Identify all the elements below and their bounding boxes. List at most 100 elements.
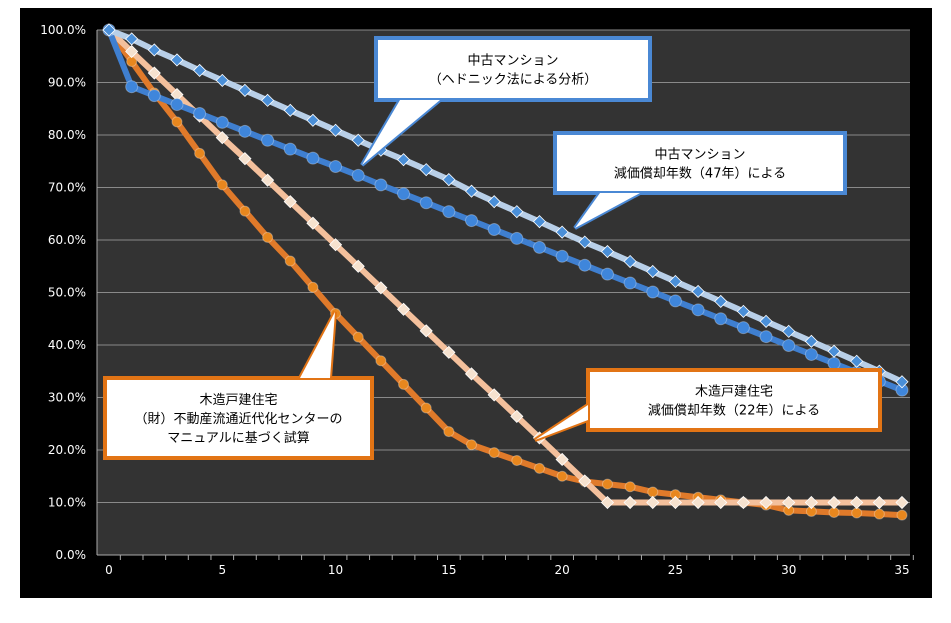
data-point-mansion_hedonic (736, 304, 750, 318)
data-point-mansion_hedonic (804, 334, 818, 348)
data-point-mansion_hedonic (419, 163, 433, 177)
data-point-mansion_47y (714, 312, 728, 326)
data-point-mansion_47y (374, 178, 388, 192)
callout-text: マニュアルに基づく試算 (167, 430, 310, 446)
data-point-wood_22y (782, 495, 796, 510)
data-point-mansion_hedonic (782, 324, 796, 338)
data-point-mansion_hedonic (850, 354, 864, 368)
data-point-mansion_hedonic (555, 225, 569, 239)
callout-text: 減価償却年数（47年）による (614, 166, 786, 182)
data-point-wood_22y (306, 216, 320, 230)
callout-box (103, 376, 374, 460)
data-point-mansion_47y (125, 80, 139, 94)
x-tick-label: 25 (668, 563, 683, 577)
data-point-wood_center (375, 355, 387, 367)
data-point-wood_22y (147, 66, 161, 80)
data-point-wood_22y (283, 195, 297, 209)
data-point-mansion_47y (827, 356, 841, 370)
data-point-wood_22y (600, 495, 615, 510)
callout-text: 木造戸建住宅 (199, 393, 277, 408)
data-point-wood_22y (487, 388, 501, 402)
data-point-mansion_hedonic (464, 184, 479, 198)
data-point-mansion_hedonic (442, 173, 456, 187)
data-point-mansion_47y (510, 231, 524, 245)
data-point-wood_center (556, 470, 568, 482)
data-point-mansion_hedonic (600, 244, 615, 259)
data-point-mansion_47y (261, 133, 275, 147)
callout-text: 木造戸建住宅 (695, 385, 773, 400)
data-point-wood_22y (736, 495, 750, 510)
data-point-mansion_47y (215, 115, 229, 129)
data-point-mansion_47y (804, 347, 818, 361)
data-point-wood_22y (555, 452, 569, 467)
data-point-wood_center (284, 255, 296, 267)
data-point-mansion_hedonic (238, 83, 252, 97)
x-tick-label: 10 (328, 563, 343, 577)
callout-box (586, 368, 882, 432)
data-point-wood_center (398, 378, 410, 390)
callout-pointer-fill (362, 100, 440, 165)
data-point-mansion_hedonic (691, 284, 705, 299)
data-point-wood_22y (464, 367, 479, 381)
data-point-wood_center (488, 447, 500, 459)
data-point-wood_22y (850, 495, 864, 510)
x-tick-label: 35 (894, 563, 909, 577)
data-point-mansion_47y (759, 330, 773, 344)
x-tick-label: 0 (105, 563, 113, 577)
data-point-mansion_hedonic (306, 113, 320, 127)
data-point-wood_22y (623, 495, 637, 510)
data-point-mansion_47y (646, 285, 660, 299)
callout-text: 減価償却年数（22年）による (648, 403, 820, 419)
y-tick-label: 50.0% (48, 286, 86, 300)
data-point-wood_22y (691, 495, 705, 510)
callout-pointer-fill (575, 193, 640, 228)
data-point-mansion_47y (782, 339, 796, 353)
data-point-mansion_hedonic (283, 103, 297, 117)
callout-text: 中古マンション (467, 54, 558, 69)
data-point-mansion_hedonic (351, 133, 365, 147)
data-point-wood_22y (419, 324, 433, 338)
data-point-wood_center (624, 481, 636, 493)
data-point-mansion_hedonic (329, 123, 343, 137)
data-point-wood_center (851, 507, 863, 519)
y-tick-label: 90.0% (48, 76, 86, 90)
data-point-wood_center (601, 478, 613, 490)
y-tick-label: 30.0% (48, 391, 86, 405)
data-point-wood_center (171, 116, 183, 128)
data-point-mansion_hedonic (578, 235, 592, 249)
data-point-wood_22y (668, 495, 682, 510)
data-point-mansion_47y (193, 106, 207, 120)
data-point-mansion_hedonic (510, 205, 524, 219)
data-point-wood_center (216, 179, 228, 191)
data-point-wood_22y (238, 152, 252, 166)
callout-text: 中古マンション (654, 148, 745, 163)
callout-mansion_hedonic: 中古マンション （ヘドニック法による分析） (360, 36, 652, 167)
data-point-wood_22y (646, 495, 660, 510)
data-point-mansion_47y (465, 214, 479, 228)
data-point-mansion_47y (736, 321, 750, 335)
callout-pointer-fill (300, 312, 335, 378)
data-point-mansion_47y (623, 276, 637, 290)
callout-box (374, 36, 652, 102)
data-point-mansion_47y (555, 249, 569, 263)
data-point-wood_22y (125, 44, 139, 59)
data-point-wood_22y (351, 259, 365, 273)
data-point-mansion_hedonic (646, 264, 660, 279)
data-point-wood_22y (759, 495, 773, 510)
data-point-mansion_47y (351, 168, 365, 182)
data-point-mansion_47y (170, 98, 184, 112)
callout-text: （財）不動産流通近代化センターの (134, 411, 342, 427)
data-point-wood_22y (804, 495, 818, 510)
data-point-mansion_hedonic (125, 32, 139, 46)
data-point-mansion_47y (147, 89, 161, 103)
data-point-wood_center (420, 402, 432, 414)
data-point-wood_22y (578, 474, 592, 488)
y-tick-label: 20.0% (48, 443, 86, 457)
data-point-wood_center (466, 439, 478, 451)
data-point-mansion_hedonic (895, 375, 909, 389)
data-point-mansion_47y (578, 258, 592, 272)
